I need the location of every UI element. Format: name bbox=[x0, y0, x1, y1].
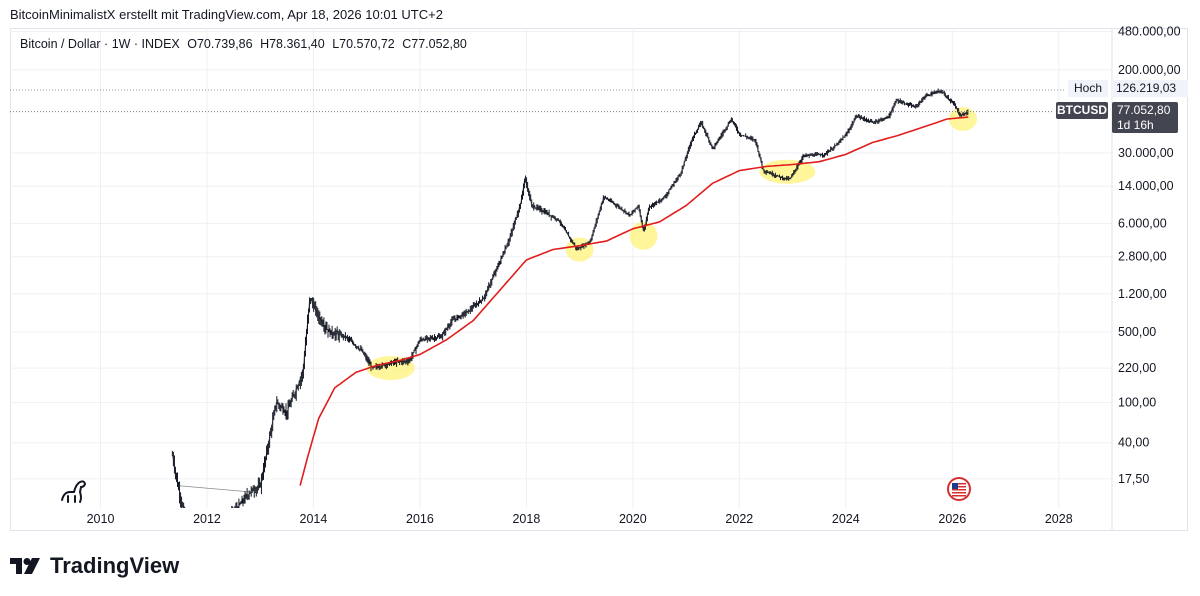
y-tick-label: 2.800,00 bbox=[1118, 250, 1167, 264]
y-tick-label: 100,00 bbox=[1118, 396, 1156, 410]
legend-high: H78.361,40 bbox=[260, 37, 325, 51]
moving-average-line bbox=[299, 116, 969, 486]
flag-stripe bbox=[952, 489, 966, 491]
highlight-marker bbox=[629, 221, 658, 250]
x-tick-label: 2012 bbox=[193, 512, 221, 526]
legend-low: L70.570,72 bbox=[332, 37, 395, 51]
flag-canton bbox=[952, 483, 958, 489]
flag-stripe bbox=[952, 483, 966, 485]
y-tick-label: 40,00 bbox=[1118, 436, 1149, 450]
caption-text: erstellt mit TradingView.com, Apr 18, 20… bbox=[115, 7, 443, 22]
x-tick-label: 2016 bbox=[406, 512, 434, 526]
y-tick-label: 500,00 bbox=[1118, 325, 1156, 339]
flag-stripe bbox=[952, 486, 966, 488]
moving-average-layer bbox=[299, 116, 969, 486]
x-tick-label: 2020 bbox=[619, 512, 647, 526]
x-tick-label: 2022 bbox=[725, 512, 753, 526]
dino-shape bbox=[61, 480, 87, 503]
flag-stripe bbox=[952, 495, 966, 497]
y-tick-label: 14.000,00 bbox=[1118, 179, 1174, 193]
high-value-tag: 126.219,03 bbox=[1112, 80, 1188, 97]
y-tick-label: 200.000,00 bbox=[1118, 63, 1181, 77]
x-tick-label: 2028 bbox=[1045, 512, 1073, 526]
price-series-line bbox=[172, 90, 969, 493]
highlight-marker bbox=[948, 107, 977, 132]
x-tick-label: 2026 bbox=[938, 512, 966, 526]
highlight-marker bbox=[565, 237, 594, 262]
legend-close: C77.052,80 bbox=[402, 37, 467, 51]
y-tick-label: 480.000,00 bbox=[1118, 25, 1181, 39]
tradingview-brand[interactable]: TradingView bbox=[10, 553, 179, 579]
x-tick-label: 2024 bbox=[832, 512, 860, 526]
highlight-layer bbox=[366, 107, 977, 381]
y-tick-label: 30.000,00 bbox=[1118, 146, 1174, 160]
high-label: Hoch bbox=[1073, 81, 1102, 95]
brand-name: TradingView bbox=[50, 553, 180, 578]
author-name[interactable]: BitcoinMinimalistX bbox=[10, 7, 116, 22]
top-caption: BitcoinMinimalistX erstellt mit TradingV… bbox=[10, 7, 443, 22]
tradingview-logo-icon bbox=[10, 558, 40, 574]
last-price-tag: 77.052,80 1d 16h bbox=[1112, 102, 1178, 133]
symbol-legend[interactable]: Bitcoin / Dollar · 1W · INDEX O70.739,86… bbox=[20, 37, 467, 51]
flag-stripe bbox=[952, 492, 966, 494]
x-tick-label: 2010 bbox=[87, 512, 115, 526]
y-tick-label: 1.200,00 bbox=[1118, 287, 1167, 301]
dino-icon bbox=[61, 480, 87, 503]
legend-open: O70.739,86 bbox=[187, 37, 253, 51]
x-tick-label: 2014 bbox=[300, 512, 328, 526]
price-series bbox=[171, 88, 969, 508]
ticker-label: BTCUSD bbox=[1057, 103, 1107, 117]
legend-symbol: Bitcoin / Dollar · 1W · INDEX bbox=[20, 37, 180, 51]
high-label-tag: Hoch bbox=[1068, 80, 1108, 97]
icon-layer bbox=[61, 477, 971, 503]
y-tick-label: 220,00 bbox=[1118, 361, 1156, 375]
y-tick-label: 6.000,00 bbox=[1118, 216, 1167, 230]
bar-countdown: 1d 16h bbox=[1117, 118, 1154, 132]
last-price: 77.052,80 bbox=[1117, 103, 1171, 117]
y-tick-label: 17,50 bbox=[1118, 472, 1149, 486]
high-value: 126.219,03 bbox=[1116, 81, 1177, 95]
us-flag-icon bbox=[947, 477, 971, 501]
x-tick-label: 2018 bbox=[512, 512, 540, 526]
axis-layer: 2010 2012 2014 2016 2018 2020 2022 2024 2026 2028… bbox=[10, 25, 1181, 531]
grid-layer bbox=[10, 28, 1112, 508]
ticker-tag[interactable]: BTCUSD bbox=[1056, 102, 1108, 119]
chart-frame bbox=[10, 28, 1188, 531]
